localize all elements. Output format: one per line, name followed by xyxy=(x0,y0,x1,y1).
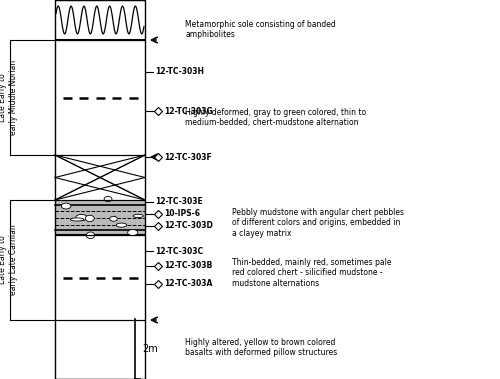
Ellipse shape xyxy=(110,216,118,221)
Text: 12-TC-303E: 12-TC-303E xyxy=(155,197,203,207)
Text: Highly deformed, gray to green colored, thin to
medium-bedded, chert-mudstone al: Highly deformed, gray to green colored, … xyxy=(185,108,366,127)
Bar xyxy=(55,235,145,320)
Bar xyxy=(55,0,145,40)
Bar xyxy=(55,320,145,379)
Bar xyxy=(55,200,145,235)
Text: 12-TC-303D: 12-TC-303D xyxy=(164,221,213,230)
Text: Late Early to
early Late Carnian: Late Early to early Late Carnian xyxy=(0,225,18,295)
Text: 12-TC-303F: 12-TC-303F xyxy=(164,152,212,161)
Text: 12-TC-303H: 12-TC-303H xyxy=(155,67,204,77)
Ellipse shape xyxy=(62,203,71,209)
Ellipse shape xyxy=(86,232,94,239)
Text: 10-IPS-6: 10-IPS-6 xyxy=(164,210,200,219)
Bar xyxy=(55,40,145,155)
Ellipse shape xyxy=(76,215,87,221)
Bar xyxy=(55,0,145,379)
Ellipse shape xyxy=(116,223,127,227)
Text: 12-TC-303G: 12-TC-303G xyxy=(164,106,213,116)
Text: Late Early to
early Middle Norian: Late Early to early Middle Norian xyxy=(0,60,18,135)
Text: Metamorphic sole consisting of banded
amphibolites: Metamorphic sole consisting of banded am… xyxy=(185,20,336,39)
Ellipse shape xyxy=(133,214,143,218)
Text: Thin-bedded, mainly red, sometimes pale
red colored chert - silicified mudstone : Thin-bedded, mainly red, sometimes pale … xyxy=(232,258,392,288)
Text: Pebbly mudstone with angular chert pebbles
of different colors and origins, embe: Pebbly mudstone with angular chert pebbl… xyxy=(232,208,404,238)
Text: 12-TC-303B: 12-TC-303B xyxy=(164,262,212,271)
Text: Highly altered, yellow to brown colored
basalts with deformed pillow structures: Highly altered, yellow to brown colored … xyxy=(185,338,337,357)
Ellipse shape xyxy=(104,196,112,202)
Bar xyxy=(55,155,145,200)
Ellipse shape xyxy=(128,230,138,235)
Text: 12-TC-303A: 12-TC-303A xyxy=(164,279,212,288)
Text: 12-TC-303C: 12-TC-303C xyxy=(155,246,203,255)
Ellipse shape xyxy=(70,218,84,221)
Text: 2m: 2m xyxy=(142,344,158,354)
Ellipse shape xyxy=(86,215,94,222)
